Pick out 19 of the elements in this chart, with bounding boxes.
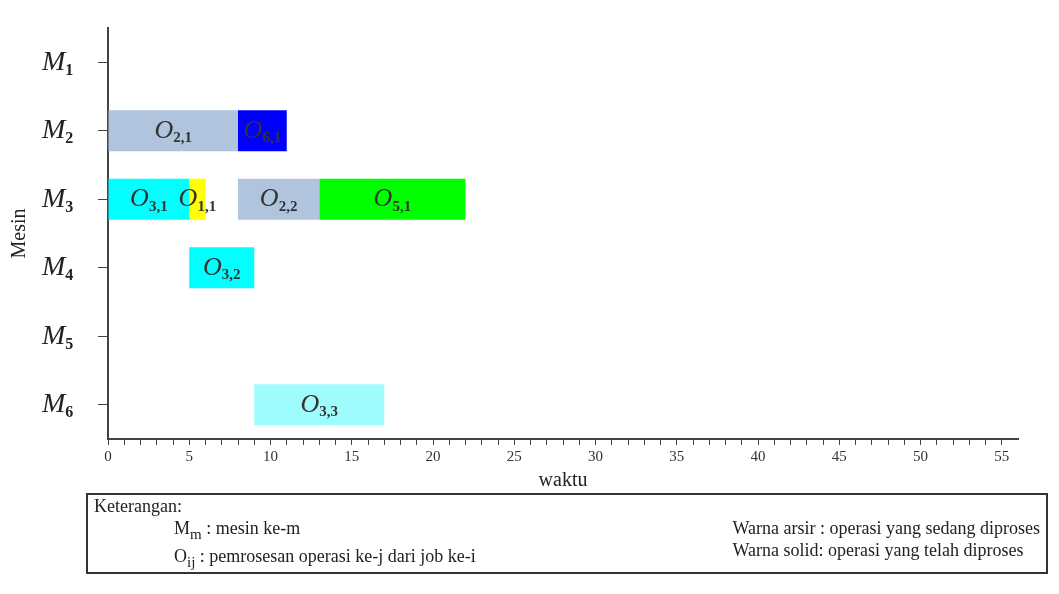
x-tick-label: 25	[506, 447, 522, 464]
x-tick-label: 15	[344, 447, 360, 464]
text: Warna solid: operasi yang telah diproses	[732, 540, 1024, 560]
x-tick-label: 35	[669, 447, 685, 464]
x-tick-label: 20	[425, 447, 441, 464]
x-tick-label: 30	[588, 447, 603, 464]
x-tick-label: 10	[263, 447, 278, 464]
text: Warna arsir : operasi yang sedang diproses	[732, 518, 1040, 538]
x-tick-label: 55	[994, 447, 1010, 464]
text: Keterangan:	[94, 496, 182, 516]
x-tick-label: 5	[185, 447, 193, 464]
x-tick-label: 45	[831, 447, 847, 464]
x-tick-label: 40	[750, 447, 766, 464]
y-axis-title: Mesin	[7, 208, 30, 259]
x-tick-label: 0	[104, 447, 112, 464]
text: O$_{ij}$ : pemrosesan operasi ke-j dari job ke-i	[174, 545, 476, 570]
text: M$_{m}$ : mesin ke-m	[174, 518, 301, 542]
x-axis-title: waktu	[538, 468, 588, 491]
x-tick-label: 50	[913, 447, 928, 464]
